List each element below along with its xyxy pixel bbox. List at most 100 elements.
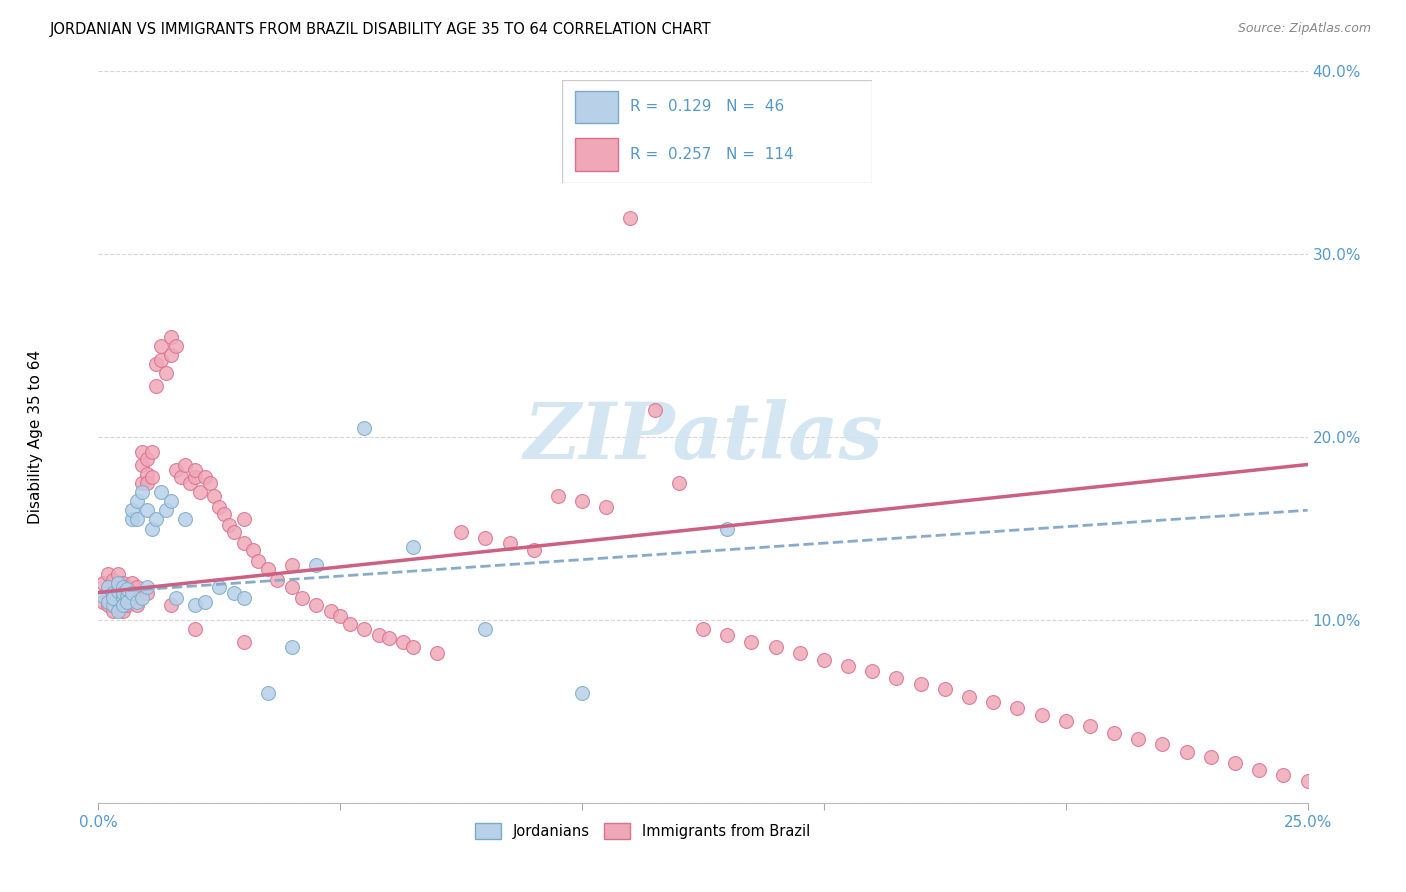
Point xyxy=(131,591,153,605)
Point xyxy=(789,646,811,660)
Point xyxy=(184,599,207,613)
Point xyxy=(111,591,134,605)
Point xyxy=(305,558,328,573)
Point xyxy=(188,485,211,500)
Point xyxy=(218,517,240,532)
Point xyxy=(97,594,120,608)
Point xyxy=(232,591,254,605)
Point xyxy=(1078,719,1101,733)
Point xyxy=(160,348,183,362)
Point xyxy=(1128,731,1150,746)
Point xyxy=(121,585,143,599)
Point xyxy=(281,580,304,594)
Point xyxy=(232,536,254,550)
Text: ZIPatlas: ZIPatlas xyxy=(523,399,883,475)
Point xyxy=(135,452,157,467)
Point xyxy=(1007,700,1029,714)
Point xyxy=(101,599,124,613)
Point xyxy=(127,580,149,594)
Point xyxy=(150,338,173,352)
FancyBboxPatch shape xyxy=(575,91,619,123)
Point xyxy=(91,594,114,608)
Point xyxy=(111,580,134,594)
Point xyxy=(107,583,129,598)
Point xyxy=(111,599,134,613)
Point xyxy=(121,503,143,517)
Point xyxy=(198,475,221,490)
Point xyxy=(141,470,163,484)
Point xyxy=(716,627,738,641)
Y-axis label: Disability Age 35 to 64: Disability Age 35 to 64 xyxy=(28,350,42,524)
Point xyxy=(1296,773,1319,788)
Point xyxy=(740,635,762,649)
Point xyxy=(135,585,157,599)
Point xyxy=(184,470,207,484)
Legend: Jordanians, Immigrants from Brazil: Jordanians, Immigrants from Brazil xyxy=(467,815,818,847)
Point xyxy=(145,512,167,526)
Point xyxy=(242,543,264,558)
Point xyxy=(91,576,114,591)
Point xyxy=(1152,737,1174,751)
Point xyxy=(644,402,666,417)
Point xyxy=(256,562,278,576)
Point xyxy=(910,677,932,691)
Point xyxy=(668,475,690,490)
Point xyxy=(121,512,143,526)
Point xyxy=(837,658,859,673)
Point xyxy=(174,458,197,472)
Point xyxy=(160,494,183,508)
Point xyxy=(692,622,714,636)
Point xyxy=(135,475,157,490)
Point xyxy=(247,554,270,568)
Point xyxy=(121,585,143,599)
Point xyxy=(174,512,197,526)
Point xyxy=(165,338,187,352)
Point xyxy=(957,690,980,704)
Point xyxy=(523,543,546,558)
Point xyxy=(281,640,304,655)
Point xyxy=(155,366,177,380)
Point xyxy=(107,576,129,591)
Point xyxy=(131,485,153,500)
Point xyxy=(97,567,120,582)
Point xyxy=(353,622,375,636)
Point xyxy=(111,576,134,591)
Point xyxy=(117,599,139,613)
Point xyxy=(716,521,738,535)
Point xyxy=(571,686,593,700)
Point xyxy=(204,489,226,503)
Point xyxy=(117,594,139,608)
Point xyxy=(97,580,120,594)
Point xyxy=(107,585,129,599)
Point xyxy=(117,589,139,603)
Point xyxy=(141,521,163,535)
Point xyxy=(160,599,183,613)
Point xyxy=(101,591,124,605)
Point xyxy=(169,470,191,484)
Point xyxy=(127,585,149,599)
Point xyxy=(141,444,163,458)
Point xyxy=(886,672,908,686)
Point xyxy=(208,500,231,514)
Point xyxy=(145,379,167,393)
Point xyxy=(117,585,139,599)
Point xyxy=(450,525,472,540)
Point xyxy=(860,664,883,678)
Point xyxy=(165,591,187,605)
Point xyxy=(1223,756,1246,770)
Point xyxy=(194,470,217,484)
Point xyxy=(131,458,153,472)
Point xyxy=(111,591,134,605)
FancyBboxPatch shape xyxy=(562,80,872,183)
Point xyxy=(160,329,183,343)
Point xyxy=(426,646,449,660)
Point xyxy=(135,503,157,517)
Point xyxy=(305,599,328,613)
Point xyxy=(127,512,149,526)
Point xyxy=(232,635,254,649)
Text: JORDANIAN VS IMMIGRANTS FROM BRAZIL DISABILITY AGE 35 TO 64 CORRELATION CHART: JORDANIAN VS IMMIGRANTS FROM BRAZIL DISA… xyxy=(49,22,711,37)
Point xyxy=(194,594,217,608)
Point xyxy=(474,622,496,636)
Point xyxy=(1054,714,1077,728)
Point xyxy=(1175,745,1198,759)
